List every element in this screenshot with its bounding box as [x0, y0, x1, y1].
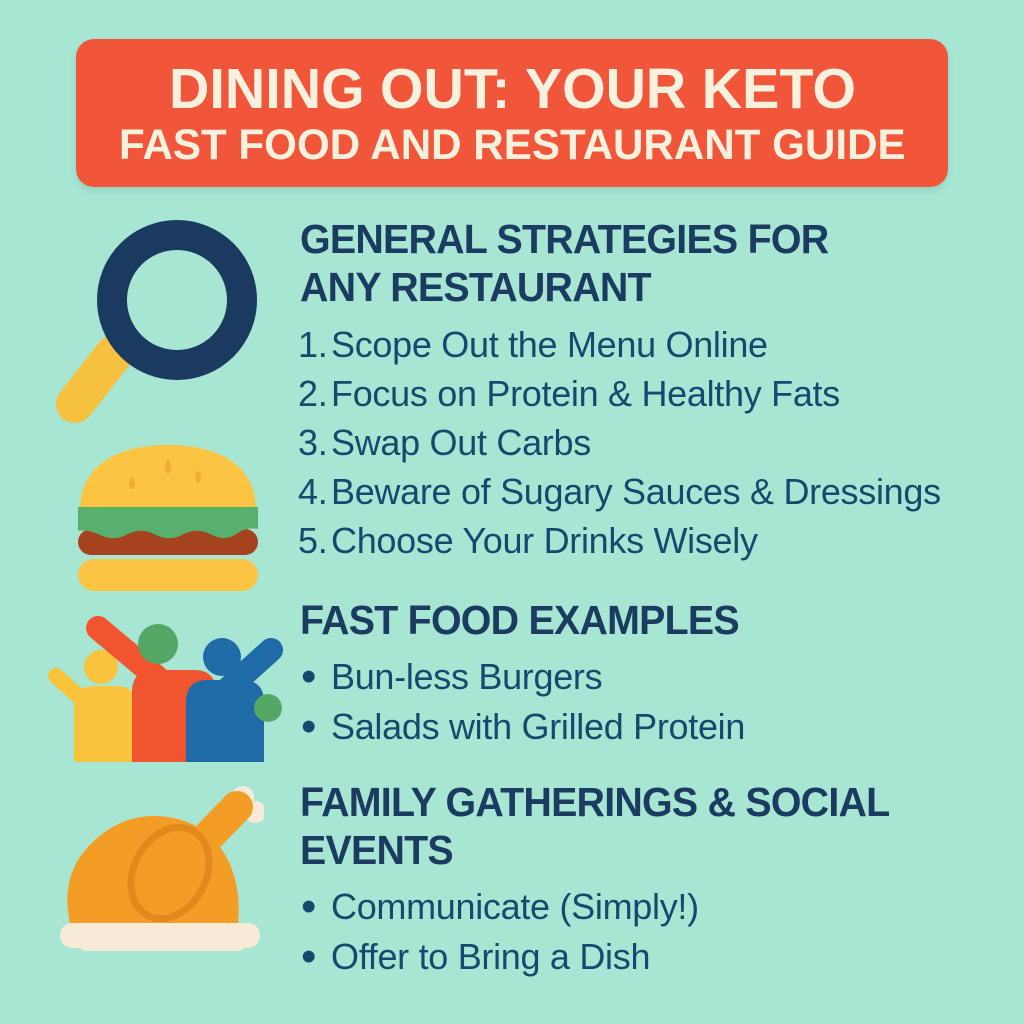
turkey-platter-base: [80, 941, 244, 951]
list-item-number: 2.: [298, 372, 328, 414]
list-item-text: Swap Out Carbs: [331, 421, 591, 463]
list-item: • Communicate (Simply!): [298, 882, 1008, 932]
blue-person-arm: [199, 638, 283, 716]
orange-person-head: [138, 624, 178, 664]
yellow-person-body: [74, 686, 136, 762]
list-item-text: Scope Out the Menu Online: [331, 323, 768, 365]
list-item-number: 5.: [298, 519, 328, 561]
bullet-marker: •: [301, 702, 317, 751]
burger-top-bun: [80, 445, 256, 511]
burger-lettuce: [78, 507, 258, 539]
magnifier-handle: [56, 335, 133, 423]
list-item-text: Focus on Protein & Healthy Fats: [331, 372, 840, 414]
bun-speck: [129, 477, 135, 489]
section-heading-line1: GENERAL STRATEGIES FOR: [300, 216, 829, 262]
magnifying-glass-icon: [56, 220, 257, 423]
roast-turkey-icon: [60, 786, 264, 951]
bullet-marker: •: [301, 882, 317, 931]
bullet-list-family-gatherings: • Communicate (Simply!) • Offer to Bring…: [298, 882, 1008, 982]
list-item: 4. Beware of Sugary Sauces & Dressings: [298, 467, 1008, 516]
turkey-thigh-outline: [127, 823, 213, 923]
list-item-text: Beware of Sugary Sauces & Dressings: [331, 470, 941, 512]
burger-icon: [78, 445, 258, 591]
list-item: • Salads with Grilled Protein: [298, 702, 1008, 752]
list-item-number: 4.: [298, 470, 328, 512]
yellow-person-head: [84, 650, 118, 684]
section-heading-general-strategies: GENERAL STRATEGIES FOR ANY RESTAURANT: [300, 215, 972, 311]
list-item: • Offer to Bring a Dish: [298, 932, 1008, 982]
bun-speck: [165, 460, 171, 474]
list-item-text: Salads with Grilled Protein: [331, 706, 746, 747]
numbered-list-general-strategies: 1. Scope Out the Menu Online 2. Focus on…: [298, 320, 1008, 565]
list-item: 2. Focus on Protein & Healthy Fats: [298, 369, 1008, 418]
bullet-marker: •: [301, 652, 317, 701]
list-item-number: 1.: [298, 323, 328, 365]
celebrating-people-icon: [48, 616, 283, 762]
section-heading-line1: FAST FOOD EXAMPLES: [300, 597, 740, 643]
burger-bottom-bun: [78, 559, 258, 591]
header-title-line1: DINING OUT: YOUR KETO: [168, 57, 856, 121]
list-item-text: Bun-less Burgers: [331, 656, 603, 697]
section-heading-line2: ANY RESTAURANT: [300, 264, 652, 310]
bullet-list-fast-food-examples: • Bun-less Burgers • Salads with Grilled…: [298, 652, 1008, 752]
section-heading-family-gatherings: FAMILY GATHERINGS & SOCIAL EVENTS: [300, 778, 972, 874]
list-item-text: Offer to Bring a Dish: [331, 936, 651, 977]
list-item: 3. Swap Out Carbs: [298, 418, 1008, 467]
green-accent-circle: [254, 694, 282, 722]
blue-person-head: [203, 638, 241, 676]
list-item-number: 3.: [298, 421, 328, 463]
header-title-line2: FAST FOOD AND RESTAURANT GUIDE: [118, 121, 906, 169]
section-heading-fast-food-examples: FAST FOOD EXAMPLES: [300, 596, 972, 644]
list-item: 5. Choose Your Drinks Wisely: [298, 516, 1008, 565]
section-heading-line2: EVENTS: [300, 827, 454, 873]
list-item: 1. Scope Out the Menu Online: [298, 320, 1008, 369]
list-item-text: Choose Your Drinks Wisely: [331, 519, 758, 561]
section-heading-line1: FAMILY GATHERINGS & SOCIAL: [300, 779, 890, 825]
bullet-marker: •: [301, 932, 317, 981]
list-item: • Bun-less Burgers: [298, 652, 1008, 702]
header-banner: DINING OUT: YOUR KETO FAST FOOD AND REST…: [76, 39, 948, 187]
magnifier-ring: [97, 220, 257, 380]
list-item-text: Communicate (Simply!): [331, 886, 699, 927]
bun-speck: [195, 471, 201, 483]
